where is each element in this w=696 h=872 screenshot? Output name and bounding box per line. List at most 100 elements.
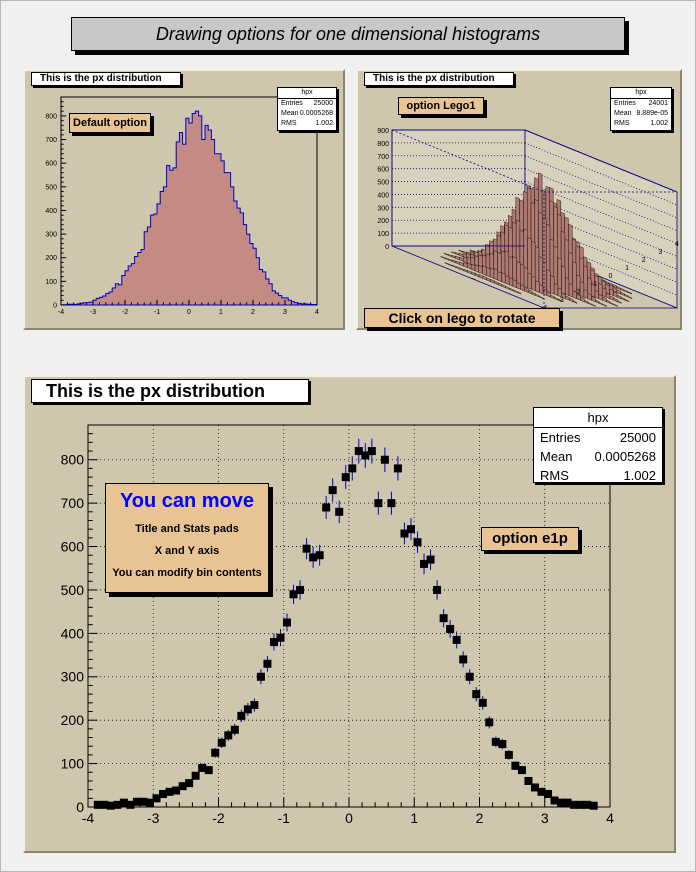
lego-bar — [475, 272, 480, 278]
x-tick-label: 0 — [187, 309, 191, 316]
lego-bar — [478, 265, 483, 275]
lego-bar — [527, 289, 533, 295]
lego-bar — [605, 292, 611, 300]
lego-bar — [561, 265, 566, 295]
move-info-box[interactable]: You can move Title and Stats pads X and … — [105, 483, 269, 593]
x-tick-label: 1 — [625, 265, 629, 272]
lego-edge — [391, 245, 545, 309]
lego-bar — [583, 289, 588, 300]
lego-bar — [482, 275, 487, 281]
lego-bar — [594, 290, 599, 300]
lego-bar — [467, 270, 472, 275]
histogram-plot-default: -4 -3 -2 -1 0 1 2 3 4 0 100 200 300 400 500 600 700 800 — [45, 96, 319, 316]
lego-plot[interactable]: 0100200300400500600700800900-4-3-2-10123… — [358, 71, 680, 328]
data-point — [328, 486, 337, 495]
x-tick-label: 2 — [476, 810, 484, 826]
y-tick-label: 300 — [61, 669, 85, 685]
data-point — [367, 447, 376, 456]
pad-e1p-option[interactable]: -4 -3 -2 -1 0 1 2 3 4 0 100 200 300 400 500 600 700 800 T… — [23, 375, 676, 853]
lego-bar — [463, 268, 468, 273]
lego-bar — [606, 299, 611, 304]
lego-bar — [486, 266, 491, 278]
data-point — [426, 555, 435, 564]
move-line-3: You can modify bin contents — [112, 567, 262, 579]
histogram-bars — [60, 110, 318, 306]
data-point — [100, 800, 109, 809]
data-point — [478, 698, 487, 707]
x-tick-label: -1 — [591, 281, 597, 288]
stats-mean-label: Mean — [614, 110, 632, 117]
data-point — [504, 750, 513, 759]
lego-bar — [542, 261, 547, 292]
lego-bar — [617, 300, 622, 304]
data-point — [537, 787, 546, 796]
rotate-hint[interactable]: Click on lego to rotate — [364, 308, 560, 328]
data-point — [204, 766, 213, 775]
lego-bar — [455, 252, 460, 256]
stats-name: hpx — [278, 88, 336, 99]
lego-bar — [613, 297, 618, 303]
pad-title[interactable]: This is the px distribution — [31, 379, 309, 403]
data-point — [335, 507, 344, 516]
x-tick-label: -2 — [212, 810, 225, 826]
pad-title[interactable]: This is the px distribution — [364, 72, 514, 86]
lego-bar — [451, 251, 456, 255]
pad-default-option[interactable]: -4 -3 -2 -1 0 1 2 3 4 0 100 200 300 400 500 600 700 800 T… — [23, 69, 345, 330]
data-point — [237, 711, 246, 720]
x-tick-label: 2 — [251, 309, 255, 316]
lego-bar — [598, 302, 604, 306]
z-tick-label: 200 — [377, 218, 389, 225]
option-label[interactable]: option e1p — [481, 527, 579, 551]
x-tick-label: -3 — [147, 810, 160, 826]
lego-bar — [459, 261, 464, 267]
option-label[interactable]: Default option — [69, 113, 151, 133]
lego-bar — [624, 298, 629, 303]
stats-mean-value: 0.0005268 — [594, 449, 656, 464]
x-tick-label: -3 — [558, 297, 564, 304]
stats-entries-value: 25000 — [619, 430, 656, 445]
z-tick-label: 500 — [377, 180, 389, 187]
data-point — [309, 553, 318, 562]
data-point — [387, 499, 396, 508]
lego-bar — [572, 300, 578, 304]
lego-bar — [523, 266, 529, 289]
data-point — [315, 551, 324, 560]
lego-bar — [516, 291, 522, 295]
y-tick-label: 300 — [45, 232, 57, 239]
lego-bar — [539, 296, 544, 300]
stats-box[interactable]: hpx Entries 25000 Mean 0.0005268 RMS 1.002 — [277, 87, 337, 131]
data-point — [302, 544, 311, 553]
data-point — [563, 798, 572, 807]
data-point — [485, 718, 494, 727]
lego-bar — [459, 256, 464, 262]
stats-mean-label: Mean — [540, 449, 573, 464]
data-point — [400, 529, 409, 538]
stats-box[interactable]: hpx Entries 24001 Mean 8.889e-05 RMS 1.002 — [610, 87, 672, 131]
lego-bar — [444, 262, 449, 265]
lego-bar — [482, 265, 487, 276]
data-point — [256, 672, 265, 681]
data-point — [524, 776, 533, 785]
move-line-1: Title and Stats pads — [135, 523, 239, 535]
stats-name: hpx — [611, 88, 671, 99]
lego-bar — [609, 295, 614, 301]
stats-entries-label: Entries — [614, 100, 636, 107]
lego-bar — [616, 286, 621, 290]
x-tick-label: -1 — [154, 309, 160, 316]
pad-title[interactable]: This is the px distribution — [31, 72, 181, 86]
lego-bar — [458, 249, 463, 253]
data-point — [348, 464, 357, 473]
stats-box[interactable]: hpx Entries 25000 Mean 0.0005268 RMS 1.002 — [533, 407, 663, 483]
data-point — [472, 690, 481, 699]
lego-bar — [605, 284, 610, 295]
y-tick-label: 0 — [76, 799, 84, 815]
data-point — [557, 798, 566, 807]
data-point — [439, 614, 448, 623]
data-point — [211, 748, 220, 757]
z-tick-label: 0 — [385, 244, 389, 251]
y-tick-label: 800 — [45, 113, 57, 120]
pad-lego-option[interactable]: 0100200300400500600700800900-4-3-2-10123… — [356, 69, 682, 330]
data-point — [354, 447, 363, 456]
option-label[interactable]: option Lego1 — [398, 97, 484, 115]
data-point — [132, 797, 141, 806]
